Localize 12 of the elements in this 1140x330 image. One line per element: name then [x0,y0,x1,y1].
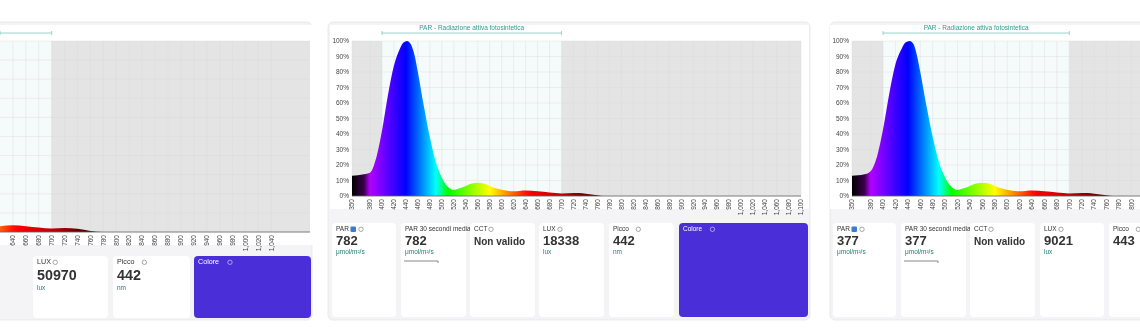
text: 443 [1113,233,1135,248]
text: 9021 [1044,233,1073,248]
text: 50970 [37,267,77,284]
text: 782 [336,233,358,248]
text: 442 [117,267,141,284]
text: 442 [613,233,635,248]
text: 782 [405,233,427,248]
text: Non valido [974,236,1026,247]
text: 18338 [543,233,580,248]
text: 377 [905,233,927,248]
text: 377 [837,233,859,248]
text: Non valido [474,236,526,247]
